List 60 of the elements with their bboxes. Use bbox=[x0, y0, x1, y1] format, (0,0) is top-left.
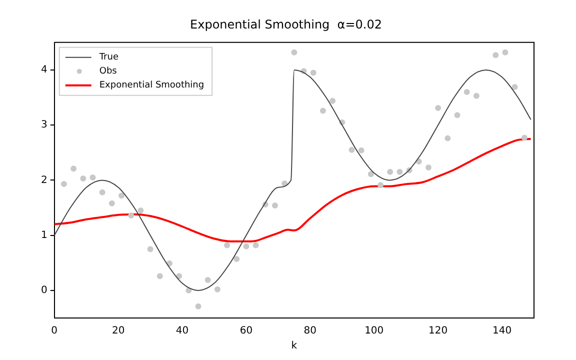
point bbox=[454, 112, 460, 118]
point bbox=[473, 92, 480, 99]
point bbox=[234, 256, 240, 262]
point bbox=[156, 273, 163, 280]
x-axis-title: k bbox=[291, 340, 298, 352]
point bbox=[272, 202, 278, 209]
point bbox=[358, 147, 364, 154]
x-tick-label: 80 bbox=[304, 326, 317, 337]
point bbox=[320, 108, 326, 114]
point bbox=[368, 171, 374, 178]
point bbox=[512, 84, 518, 90]
point bbox=[224, 242, 230, 248]
point bbox=[90, 174, 96, 180]
x-tick-label: 20 bbox=[112, 326, 125, 337]
point bbox=[291, 49, 298, 56]
point bbox=[435, 104, 442, 111]
point bbox=[128, 212, 134, 218]
point bbox=[492, 52, 499, 58]
point bbox=[118, 192, 125, 199]
point bbox=[70, 166, 77, 172]
legend-label: Obs bbox=[99, 66, 118, 77]
point bbox=[147, 246, 154, 252]
point bbox=[80, 176, 86, 182]
point bbox=[204, 276, 211, 283]
point bbox=[396, 168, 403, 175]
point bbox=[425, 164, 432, 171]
point bbox=[214, 286, 220, 292]
x-tick-label: 40 bbox=[176, 326, 189, 337]
x-tick-label: 100 bbox=[364, 326, 384, 337]
legend-label: True bbox=[98, 52, 119, 63]
y-tick-label: 2 bbox=[40, 174, 48, 186]
x-tick-label: 0 bbox=[51, 326, 58, 337]
x-tick-label: 60 bbox=[240, 326, 253, 337]
point bbox=[348, 146, 355, 153]
point bbox=[282, 180, 288, 187]
point bbox=[138, 208, 144, 214]
chart-title: Exponential Smoothing α=0.02 bbox=[190, 17, 382, 32]
point bbox=[330, 98, 336, 104]
point bbox=[195, 303, 202, 310]
point bbox=[176, 273, 182, 280]
point bbox=[243, 243, 250, 250]
point bbox=[464, 89, 470, 96]
point bbox=[166, 260, 172, 266]
y-tick-label: 1 bbox=[40, 230, 48, 241]
point bbox=[521, 134, 528, 141]
y-tick-label: 0 bbox=[40, 285, 48, 296]
point bbox=[387, 168, 394, 175]
point bbox=[60, 181, 67, 188]
x-tick-label: 120 bbox=[428, 326, 448, 337]
point bbox=[310, 70, 316, 76]
point bbox=[502, 49, 508, 56]
point bbox=[378, 182, 384, 188]
point bbox=[99, 189, 106, 196]
y-tick-label: 3 bbox=[40, 120, 48, 131]
y-tick-label: 4 bbox=[40, 64, 48, 76]
point bbox=[252, 242, 259, 248]
x-tick-label: 140 bbox=[492, 326, 512, 337]
point bbox=[108, 200, 115, 206]
legend-label: Exponential Smoothing bbox=[99, 80, 204, 91]
point bbox=[444, 135, 451, 142]
